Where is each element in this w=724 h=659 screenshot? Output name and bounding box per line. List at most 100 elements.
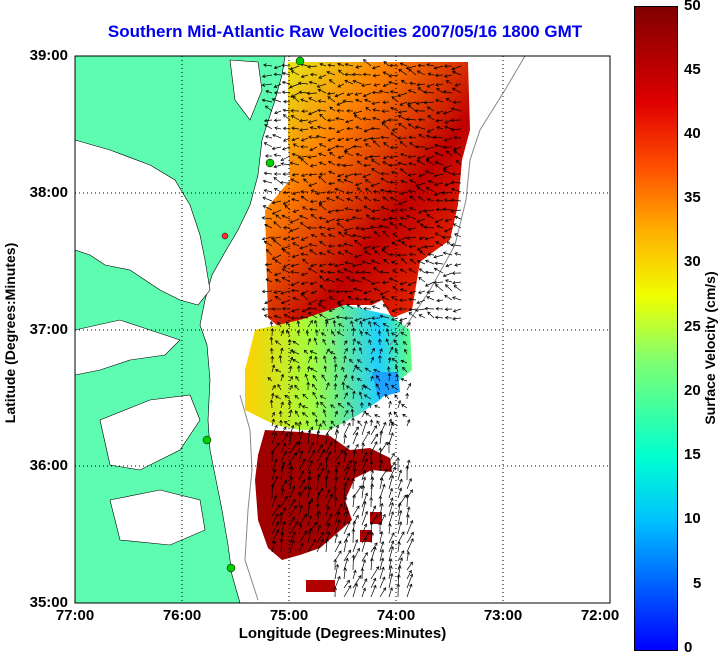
velocity-arrow	[379, 587, 386, 598]
velocity-arrow-head	[286, 321, 290, 325]
velocity-arrow-head	[356, 359, 361, 363]
velocity-arrow	[418, 277, 426, 283]
velocity-arrow-head	[363, 385, 368, 389]
velocity-arrow-head	[423, 209, 428, 213]
velocity-arrow	[326, 197, 336, 202]
velocity-arrow	[406, 215, 417, 220]
velocity-arrow-head	[262, 196, 266, 201]
velocity-arrow-head	[297, 81, 302, 86]
velocity-arrow	[380, 136, 390, 139]
velocity-arrow-head	[442, 251, 447, 256]
velocity-arrow	[337, 63, 345, 67]
velocity-arrow	[392, 308, 399, 312]
velocity-arrow	[319, 217, 327, 220]
velocity-arrow	[343, 466, 350, 481]
velocity-arrow-head	[407, 282, 412, 287]
velocity-arrow	[434, 262, 444, 265]
velocity-arrow-head	[372, 505, 377, 509]
velocity-arrow-head	[342, 163, 347, 168]
velocity-arrow-head	[292, 531, 296, 536]
velocity-arrow-head	[292, 340, 297, 345]
velocity-arrow-head	[389, 252, 393, 257]
velocity-arrow-head	[366, 531, 370, 535]
velocity-arrow-head	[309, 199, 314, 204]
velocity-arrow	[273, 221, 282, 229]
velocity-arrow-head	[383, 421, 387, 426]
velocity-arrow-head	[291, 126, 295, 131]
velocity-arrow	[451, 199, 462, 202]
velocity-arrow-head	[399, 317, 403, 322]
velocity-arrow-head	[328, 308, 333, 313]
velocity-arrow	[388, 565, 392, 580]
velocity-arrow-head	[353, 467, 357, 472]
velocity-arrow	[443, 252, 453, 256]
velocity-arrow-head	[359, 330, 364, 335]
velocity-arrow-head	[263, 63, 267, 67]
velocity-arrow-head	[390, 317, 395, 322]
velocity-arrow-head	[328, 160, 332, 165]
velocity-arrow	[336, 222, 345, 229]
velocity-arrow-head	[369, 461, 374, 465]
velocity-arrow-head	[289, 228, 293, 233]
velocity-arrow	[337, 331, 345, 337]
velocity-arrow	[325, 523, 330, 535]
velocity-arrow-head	[409, 142, 413, 146]
velocity-arrow-head	[316, 429, 321, 434]
velocity-arrow	[319, 313, 327, 319]
velocity-arrow	[401, 404, 408, 409]
velocity-arrow-head	[382, 71, 387, 75]
velocity-arrow	[361, 470, 366, 481]
bay-water	[229, 59, 263, 121]
velocity-arrow	[271, 432, 277, 445]
velocity-arrow	[424, 209, 435, 212]
velocity-arrow	[360, 321, 363, 328]
velocity-arrow-head	[387, 118, 392, 122]
velocity-arrow-head	[424, 306, 428, 311]
velocity-arrow	[309, 173, 318, 176]
velocity-arrow	[345, 137, 354, 141]
velocity-arrow	[403, 341, 408, 346]
velocity-arrow-head	[399, 191, 404, 195]
velocity-arrow-head	[370, 483, 375, 487]
velocity-arrow-head	[301, 412, 306, 416]
velocity-arrow	[393, 339, 399, 346]
velocity-arrow-head	[306, 365, 311, 370]
velocity-arrow	[343, 100, 354, 103]
velocity-arrow	[400, 63, 408, 67]
velocity-arrow	[354, 254, 363, 258]
velocity-arrow-head	[294, 384, 298, 389]
velocity-arrow	[309, 81, 318, 85]
velocity-arrow-head	[372, 116, 376, 121]
velocity-arrow	[289, 409, 292, 418]
velocity-arrow	[361, 485, 364, 499]
velocity-arrow	[418, 196, 426, 202]
velocity-arrow-head	[335, 290, 340, 294]
velocity-arrow	[388, 587, 393, 598]
velocity-arrow-head	[274, 110, 278, 115]
velocity-arrow	[334, 576, 341, 589]
velocity-arrow	[388, 346, 394, 355]
velocity-arrow	[455, 83, 462, 86]
velocity-arrow-head	[369, 451, 373, 455]
velocity-arrow-head	[364, 251, 368, 255]
velocity-arrow	[325, 538, 328, 553]
velocity-arrow-head	[326, 348, 330, 353]
velocity-arrow-head	[264, 300, 268, 305]
velocity-arrow	[307, 65, 318, 68]
velocity-arrow-head	[387, 441, 391, 446]
velocity-arrow-head	[351, 528, 356, 532]
velocity-arrow	[406, 583, 412, 598]
velocity-arrow	[274, 188, 282, 193]
velocity-arrow-head	[334, 374, 338, 378]
velocity-arrow	[371, 259, 381, 265]
velocity-arrow-head	[298, 90, 302, 95]
velocity-arrow	[330, 404, 336, 409]
velocity-arrow-head	[299, 315, 304, 320]
velocity-arrow-head	[364, 156, 368, 160]
velocity-arrow-head	[277, 383, 281, 388]
velocity-arrow	[344, 151, 354, 157]
velocity-arrow	[319, 143, 327, 148]
velocity-arrow-head	[343, 316, 348, 320]
velocity-arrow	[347, 402, 354, 409]
velocity-arrow	[291, 290, 300, 292]
